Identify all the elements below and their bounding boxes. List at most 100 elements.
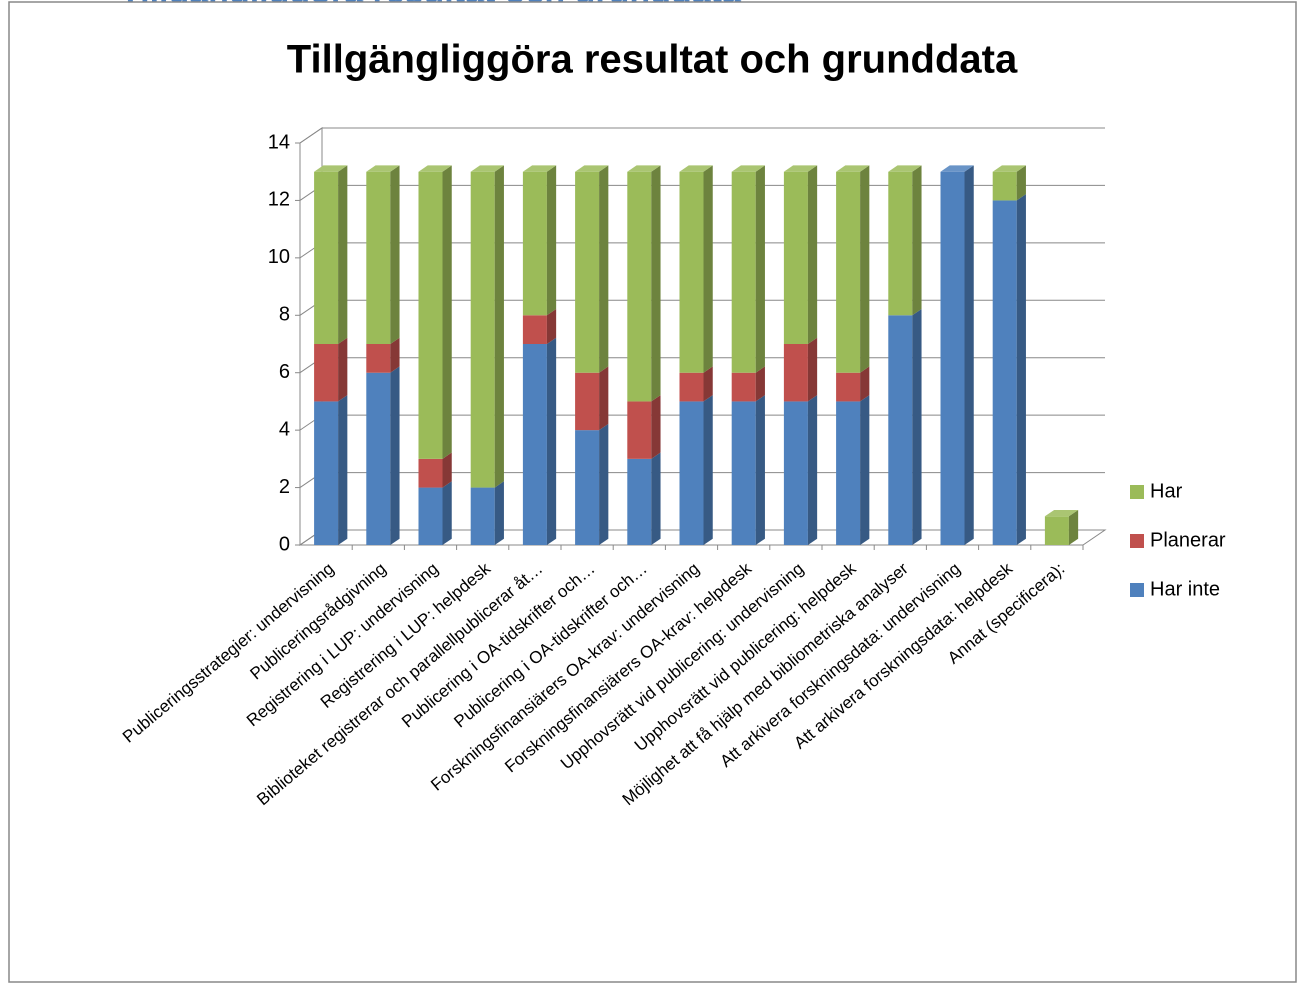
legend-label: Har inte <box>1150 578 1220 600</box>
y-tick-label: 6 <box>279 361 290 383</box>
bar-side <box>651 165 661 402</box>
bar-front <box>783 171 808 344</box>
bar-side <box>546 337 557 545</box>
bar-front <box>627 171 652 402</box>
bar-front <box>314 171 339 344</box>
bar-front <box>366 372 391 545</box>
bar-front <box>522 344 547 545</box>
bar-front <box>1044 516 1069 545</box>
bar-side <box>755 165 765 373</box>
bar-side <box>807 165 818 344</box>
bar-side <box>1068 509 1079 545</box>
bar-top <box>731 165 765 172</box>
bar-side <box>338 395 348 545</box>
bar-top <box>992 165 1026 172</box>
bar-front <box>418 487 443 545</box>
bar-top <box>888 165 922 172</box>
bar-front <box>888 315 913 545</box>
bar-front <box>366 344 391 373</box>
bar-top <box>470 165 504 172</box>
bar-front <box>940 171 965 545</box>
y-tick-label: 8 <box>279 304 290 326</box>
bar-front <box>575 430 600 545</box>
bar-front <box>992 200 1017 545</box>
bar-side <box>964 165 974 545</box>
bar-side <box>860 395 870 545</box>
bar-front <box>679 401 704 545</box>
bar-side <box>390 366 400 545</box>
bar-side <box>860 366 870 402</box>
bar-top <box>836 165 870 172</box>
grid-line-side <box>299 127 323 144</box>
bar-top <box>679 165 713 172</box>
bar-front <box>470 487 495 545</box>
bar-front <box>783 401 808 545</box>
bar-front <box>731 401 756 545</box>
y-tick-label: 12 <box>268 189 290 211</box>
bar-front <box>470 171 495 488</box>
y-tick-label: 10 <box>268 246 290 268</box>
bar-front <box>575 372 600 431</box>
bar-top <box>522 165 557 172</box>
bar-side <box>390 165 400 344</box>
bar-side <box>1016 165 1026 201</box>
bar-side <box>1016 194 1026 545</box>
bar-side <box>338 165 348 344</box>
bar-front <box>627 401 652 459</box>
bar-top <box>418 165 452 172</box>
y-tick-label: 0 <box>279 533 290 555</box>
bar-front <box>783 344 808 402</box>
bar-top <box>575 165 609 172</box>
bar-side <box>338 337 348 402</box>
legend-label: Planerar <box>1150 529 1226 551</box>
bar-front <box>418 171 443 459</box>
chart-title: Tillgängliggöra resultat och grunddata <box>287 38 1018 82</box>
bar-side <box>546 165 557 316</box>
bar-front <box>836 401 861 545</box>
bar-side <box>651 452 661 545</box>
bar-side <box>442 452 452 488</box>
bar-side <box>807 395 818 545</box>
bar-side <box>442 165 452 459</box>
bar-side <box>599 366 609 431</box>
bar-top <box>783 165 818 172</box>
bar-side <box>494 481 504 545</box>
y-tick-label: 4 <box>279 418 290 440</box>
bar-side <box>755 366 765 402</box>
bar-side <box>546 308 557 344</box>
bar-front <box>366 171 391 344</box>
bar-top <box>366 165 400 172</box>
bar-front <box>314 344 339 402</box>
bar-front <box>314 401 339 545</box>
bar-front <box>731 171 756 373</box>
bar-front <box>731 372 756 402</box>
legend-swatch <box>1130 534 1144 548</box>
bar-side <box>912 165 922 316</box>
bar-side <box>703 395 713 545</box>
bar-front <box>418 458 443 488</box>
bar-side <box>703 165 713 373</box>
bar-front <box>627 458 652 545</box>
bar-side <box>390 337 400 373</box>
bar-side <box>807 337 818 402</box>
bar-top <box>314 165 348 172</box>
bar-front <box>888 171 913 316</box>
bar-top <box>940 165 974 172</box>
bar-top <box>627 165 661 172</box>
y-tick-label: 14 <box>268 131 290 153</box>
bar-side <box>442 481 452 545</box>
bar-front <box>992 171 1017 201</box>
bar-side <box>755 395 765 545</box>
bar-front <box>679 171 704 373</box>
bar-front <box>679 372 704 402</box>
bar-side <box>651 395 661 459</box>
legend-swatch <box>1130 485 1144 499</box>
bar-front <box>575 171 600 373</box>
bar-side <box>494 165 504 488</box>
bar-front <box>836 171 861 373</box>
legend-label: Har <box>1150 480 1183 502</box>
y-tick-label: 2 <box>279 476 290 498</box>
bar-front <box>836 372 861 402</box>
bar-top <box>1044 509 1079 517</box>
